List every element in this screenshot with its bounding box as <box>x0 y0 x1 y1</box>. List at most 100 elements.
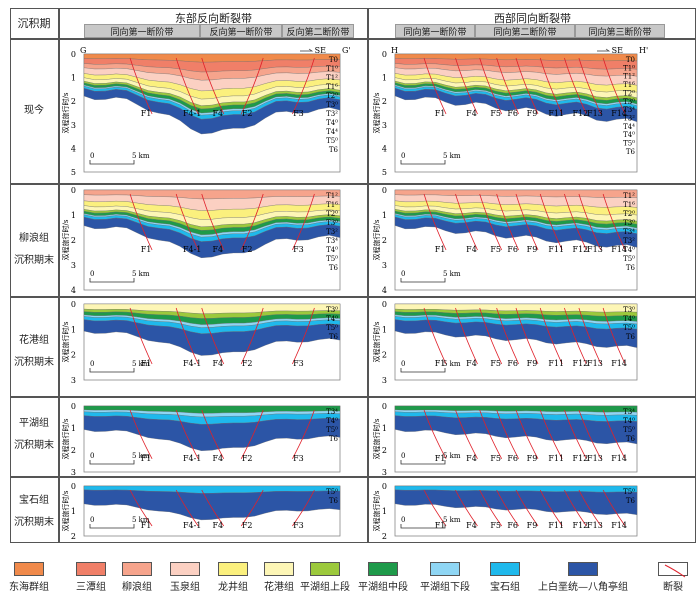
scale-bar <box>89 368 135 373</box>
y-tick-label: 2 <box>71 97 76 106</box>
y-tick-label: 3 <box>71 468 76 477</box>
west-subbelt-1: 同向第一断阶带 <box>395 24 475 38</box>
fault-line <box>240 489 264 527</box>
row-label-line: 沉积期末 <box>14 357 54 368</box>
legend-label: 玉泉组 <box>170 582 200 593</box>
fault-label: F5 <box>490 359 501 368</box>
fault-line <box>129 409 153 459</box>
fault-line <box>515 307 539 365</box>
scale-bar-end: 5 km <box>443 270 461 278</box>
horizon-label: T5⁰ <box>623 255 635 263</box>
horizon-label: T3⁰ <box>326 101 338 109</box>
y-axis-label: 双程旅行时/s <box>61 418 70 459</box>
horizon-label: T3⁰ <box>623 306 635 314</box>
horizon-label: T1² <box>326 192 338 200</box>
horizon-label: T3⁰ <box>326 306 338 314</box>
y-tick-label: 1 <box>71 507 76 516</box>
east-zone-title: 东部反向断裂带 <box>175 12 252 25</box>
scale-bar-zero: 0 <box>90 360 94 368</box>
y-tick-label: 2 <box>382 97 387 106</box>
fault-label: F3 <box>293 109 304 118</box>
y-tick-label: 2 <box>71 351 76 360</box>
strata-layer <box>83 415 341 451</box>
strata-layer <box>83 216 341 258</box>
horizon-label: T4⁰ <box>623 131 635 139</box>
fault-line <box>602 57 626 115</box>
fault-line <box>479 307 503 365</box>
horizon-label: T6 <box>626 497 636 505</box>
scale-bar <box>89 160 135 165</box>
y-tick-label: 0 <box>71 186 76 195</box>
fault-label: F1 <box>141 245 152 254</box>
fault-line <box>201 57 225 115</box>
horizon-label: T1⁶ <box>326 83 338 91</box>
horizon-label: T5⁰ <box>326 426 338 434</box>
horizon-label: T4⁰ <box>326 119 338 127</box>
legend-label: 三潭组 <box>76 582 106 593</box>
scale-bar-zero: 0 <box>401 360 405 368</box>
legend-label: 上白垩统—八角亭组 <box>538 582 628 593</box>
y-axis-label: 双程旅行时/s <box>372 418 381 459</box>
fault-line <box>201 489 225 527</box>
fault-line <box>175 307 199 365</box>
legend-swatch <box>76 562 106 576</box>
legend-swatch <box>310 562 340 576</box>
fault-label: F12 <box>573 109 589 118</box>
profile-end-label: H' <box>639 46 648 55</box>
scale-bar-end: 5 km <box>132 360 150 368</box>
fault-line <box>602 489 626 527</box>
strata-layer <box>394 415 638 445</box>
fault-label: F14 <box>611 359 627 368</box>
fault-line <box>578 57 602 115</box>
scale-bar-zero: 0 <box>401 452 405 460</box>
scale-bar-end: 5 km <box>443 452 461 460</box>
east-subbelt-2: 反向第一断阶带 <box>200 24 282 38</box>
horizon-label: T2⁰ <box>326 210 338 218</box>
fault-line <box>479 489 503 527</box>
horizon-label: T6 <box>329 435 339 443</box>
fault-label: F5 <box>490 521 501 530</box>
horizon-label: T3⁰ <box>326 219 338 227</box>
fault-line <box>455 57 478 115</box>
fault-line <box>496 307 520 365</box>
legend-label: 东海群组 <box>9 582 49 593</box>
fault-line <box>292 307 315 365</box>
fault-line <box>602 193 626 251</box>
horizon-label: T6 <box>626 264 636 272</box>
y-axis-label: 双程旅行时/s <box>372 321 381 362</box>
horizon-label: T1² <box>623 73 635 81</box>
fault-label: F5 <box>490 454 501 463</box>
horizon-label: T4⁰ <box>623 417 635 425</box>
row-label-pinghu: 平湖组 沉积期末 <box>10 413 58 457</box>
fault-line <box>515 489 539 527</box>
fault-label: F9 <box>527 521 538 530</box>
horizon-label: T4⁰ <box>326 417 338 425</box>
legend-item: 柳浪组 <box>108 562 166 593</box>
fault-label: F2 <box>242 521 253 530</box>
y-tick-label: 3 <box>382 261 387 270</box>
period-header: 沉积期 <box>17 17 51 30</box>
scale-bar <box>400 460 446 465</box>
fault-label: F12 <box>573 359 589 368</box>
legend-item: 上白垩统—八角亭组 <box>528 562 638 593</box>
horizon-label: T2⁰ <box>623 210 635 218</box>
fault-line <box>578 307 602 365</box>
fault-label: F4 <box>466 109 477 118</box>
strata-layer <box>83 88 341 135</box>
y-axis-label: 双程旅行时/s <box>372 219 381 260</box>
fault-label: F1 <box>435 521 446 530</box>
y-tick-label: 4 <box>71 144 76 153</box>
legend-label: 平湖组中段 <box>358 582 408 593</box>
fault-label: F4 <box>212 521 223 530</box>
y-tick-label: 4 <box>71 286 76 295</box>
row-divider <box>10 183 696 185</box>
horizon-label: T3² <box>623 115 635 123</box>
fault-line <box>578 193 602 251</box>
fault-line <box>539 489 563 527</box>
y-axis-label: 双程旅行时/s <box>61 490 70 531</box>
y-tick-label: 2 <box>71 236 76 245</box>
